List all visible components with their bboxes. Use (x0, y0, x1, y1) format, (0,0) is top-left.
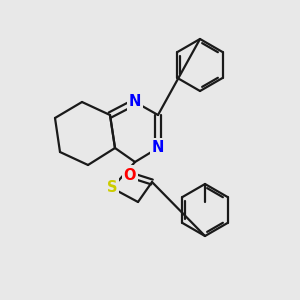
Text: S: S (107, 181, 117, 196)
Text: N: N (129, 94, 141, 110)
Text: N: N (152, 140, 164, 155)
Text: O: O (124, 167, 136, 182)
